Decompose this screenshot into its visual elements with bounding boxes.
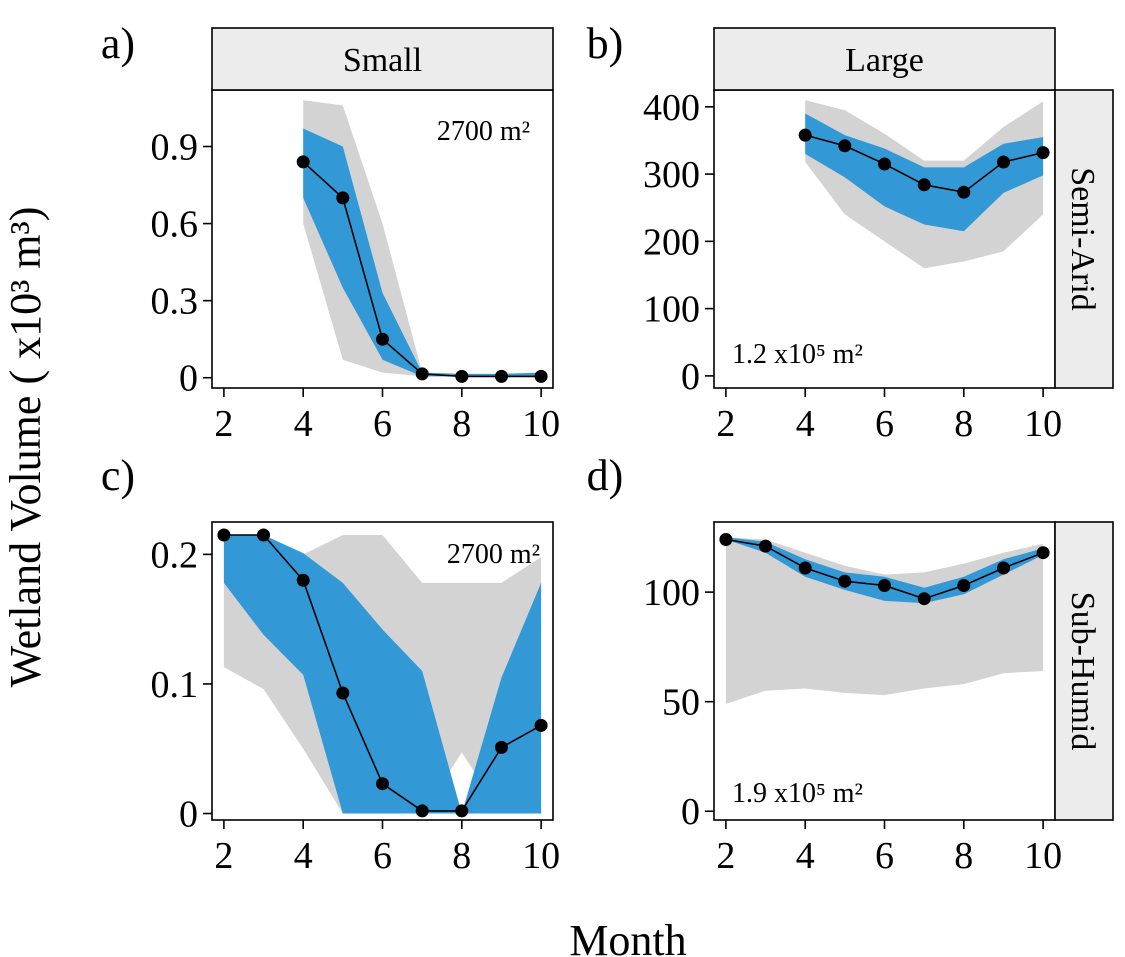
y-tick-label: 0.1 xyxy=(151,664,199,706)
y-tick-label: 0.2 xyxy=(151,534,199,576)
data-point xyxy=(376,332,389,346)
y-tick-label: 300 xyxy=(643,154,700,196)
panel-letter: a) xyxy=(101,19,135,68)
data-point xyxy=(455,804,469,818)
data-point xyxy=(257,528,270,542)
y-tick-label: 0.3 xyxy=(151,281,199,323)
wetland-area-annotation: 1.9 x10⁵ m² xyxy=(732,778,863,809)
x-tick-label: 4 xyxy=(796,835,815,877)
x-tick-label: 10 xyxy=(1024,835,1062,877)
x-tick-label: 6 xyxy=(875,403,894,445)
data-point xyxy=(376,777,389,791)
panel-letter: b) xyxy=(587,19,624,68)
panel-a: 2 4 6 8 10 0 0.3 0.6 0.9 Small a) 2700 m² xyxy=(101,19,560,445)
row-strip-label: Semi-Arid xyxy=(1064,167,1101,311)
data-point xyxy=(217,528,231,542)
inner-uncertainty-band xyxy=(805,113,1044,232)
data-point xyxy=(798,561,812,575)
x-tick-label: 4 xyxy=(294,403,313,445)
x-tick-label: 6 xyxy=(373,403,392,445)
x-tick-label: 8 xyxy=(954,835,973,877)
data-point xyxy=(1036,546,1050,560)
row-strip xyxy=(1054,521,1114,821)
outer-uncertainty-band xyxy=(725,537,1044,704)
data-point xyxy=(997,155,1010,169)
inner-uncertainty-band xyxy=(303,128,542,377)
x-tick-label: 2 xyxy=(716,835,735,877)
data-point xyxy=(336,191,350,205)
data-point xyxy=(455,369,469,383)
data-point xyxy=(997,561,1010,575)
x-tick-label: 2 xyxy=(716,403,735,445)
data-point xyxy=(296,573,310,587)
x-tick-label: 4 xyxy=(294,835,313,877)
x-axis-title: Month xyxy=(569,916,686,957)
data-point xyxy=(1036,146,1050,160)
data-point xyxy=(534,369,548,383)
y-tick-label: 0 xyxy=(681,356,700,398)
wetland-area-annotation: 1.2 x10⁵ m² xyxy=(732,339,863,370)
data-point xyxy=(415,367,429,381)
y-tick-label: 50 xyxy=(662,682,700,724)
data-point xyxy=(917,178,931,192)
y-tick-label: 200 xyxy=(643,221,700,263)
x-tick-label: 2 xyxy=(214,835,233,877)
y-tick-label: 400 xyxy=(643,87,700,129)
data-point xyxy=(495,369,508,383)
row-strip xyxy=(1054,89,1114,389)
data-point xyxy=(917,592,931,606)
panel-letter: d) xyxy=(587,451,624,500)
y-tick-label: 0 xyxy=(179,794,198,836)
x-tick-label: 8 xyxy=(954,403,973,445)
data-point xyxy=(798,128,812,142)
row-strip-label: Sub-Humid xyxy=(1064,592,1101,751)
panel-letter: c) xyxy=(101,451,135,500)
y-tick-label: 0.6 xyxy=(151,204,199,246)
x-tick-label: 2 xyxy=(214,403,233,445)
data-point xyxy=(957,185,971,199)
data-point xyxy=(495,740,508,754)
data-point xyxy=(838,139,852,153)
wetland-area-annotation: 2700 m² xyxy=(447,539,540,570)
inner-uncertainty-band xyxy=(223,535,542,814)
column-strip xyxy=(713,27,1056,91)
x-tick-label: 8 xyxy=(452,403,471,445)
y-tick-label: 0.9 xyxy=(151,127,199,169)
data-point xyxy=(957,579,971,592)
x-tick-label: 10 xyxy=(522,835,560,877)
data-point xyxy=(534,718,548,732)
data-point xyxy=(759,539,772,553)
data-point xyxy=(878,157,891,171)
data-point xyxy=(838,574,852,588)
y-tick-label: 100 xyxy=(643,289,700,331)
data-point xyxy=(415,804,429,818)
data-point xyxy=(296,155,310,169)
panel-c: 2 4 6 8 10 0 0.1 0.2 c) 2700 m² xyxy=(101,451,560,877)
data-point xyxy=(336,686,350,700)
y-tick-label: 0 xyxy=(179,358,198,400)
y-tick-label: 0 xyxy=(681,791,700,833)
y-tick-label: 100 xyxy=(643,572,700,614)
x-tick-label: 10 xyxy=(1024,403,1062,445)
data-point xyxy=(878,579,891,592)
x-tick-label: 8 xyxy=(452,835,471,877)
column-strip-label: Large xyxy=(845,42,924,79)
x-tick-label: 6 xyxy=(875,835,894,877)
column-strip-label: Small xyxy=(343,42,422,79)
y-axis-title: Wetland Volume ( x10³ m³) xyxy=(1,207,50,688)
data-point xyxy=(719,533,733,546)
column-strip xyxy=(211,27,554,91)
x-tick-label: 6 xyxy=(373,835,392,877)
wetland-area-annotation: 2700 m² xyxy=(437,116,530,147)
x-tick-label: 10 xyxy=(522,403,560,445)
x-tick-label: 4 xyxy=(796,403,815,445)
